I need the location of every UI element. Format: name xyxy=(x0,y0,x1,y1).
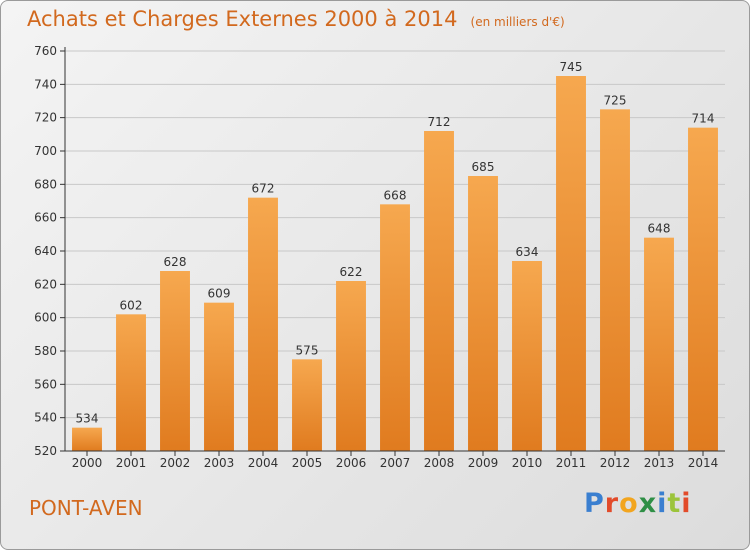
y-tick-label: 720 xyxy=(34,111,57,125)
bar-2000 xyxy=(72,427,102,451)
labels: 520 540 560 580 600 620 640 660 680 700 720 740 760 5… xyxy=(34,44,718,470)
bars xyxy=(72,76,718,452)
x-tick-label: 2014 xyxy=(688,456,719,470)
bar-2013 xyxy=(644,237,674,451)
x-tick-label: 2012 xyxy=(600,456,631,470)
bar-value-label: 685 xyxy=(472,160,495,174)
y-tick-label: 740 xyxy=(34,77,57,91)
bar-value-label: 628 xyxy=(164,255,187,269)
logo-letter: t xyxy=(667,488,682,519)
bar-2008 xyxy=(424,131,454,451)
x-tick-label: 2003 xyxy=(204,456,235,470)
y-tick-label: 660 xyxy=(34,211,57,225)
y-tick-label: 620 xyxy=(34,277,57,291)
y-tick-label: 760 xyxy=(34,44,57,58)
bar-2009 xyxy=(468,176,498,451)
logo-letter: P xyxy=(584,488,605,519)
x-tick-label: 2004 xyxy=(248,456,279,470)
y-tick-label: 600 xyxy=(34,311,57,325)
x-tick-label: 2013 xyxy=(644,456,675,470)
y-tick-label: 680 xyxy=(34,177,57,191)
y-tick-label: 540 xyxy=(34,411,57,425)
logo-letter: i xyxy=(681,488,692,519)
x-tick-label: 2008 xyxy=(424,456,455,470)
logo-letter: o xyxy=(619,488,639,519)
chart-title-unit: (en milliers d'€) xyxy=(470,15,565,29)
x-tick-label: 2009 xyxy=(468,456,499,470)
bar-value-label: 714 xyxy=(692,112,715,126)
bar-value-label: 725 xyxy=(604,93,627,107)
bar-value-label: 575 xyxy=(296,343,319,357)
x-tick-label: 2000 xyxy=(72,456,103,470)
bar-value-label: 602 xyxy=(120,298,143,312)
bar-value-label: 672 xyxy=(252,182,275,196)
bar-value-label: 534 xyxy=(76,412,99,426)
axes xyxy=(60,47,725,456)
x-tick-label: 2005 xyxy=(292,456,323,470)
bar-2003 xyxy=(204,302,234,451)
logo-letter: x xyxy=(638,488,658,519)
bar-2002 xyxy=(160,271,190,451)
y-tick-label: 520 xyxy=(34,444,57,458)
bar-2007 xyxy=(380,204,410,451)
bar-2010 xyxy=(512,261,542,451)
y-tick-label: 560 xyxy=(34,377,57,391)
bar-2011 xyxy=(556,76,586,451)
bar-2004 xyxy=(248,197,278,451)
x-tick-label: 2001 xyxy=(116,456,147,470)
x-tick-label: 2011 xyxy=(556,456,587,470)
bar-2014 xyxy=(688,127,718,452)
chart-title: Achats et Charges Externes 2000 à 2014 (… xyxy=(27,7,565,31)
location-name: PONT-AVEN xyxy=(29,496,143,520)
x-tick-label: 2002 xyxy=(160,456,191,470)
bar-value-label: 668 xyxy=(384,188,407,202)
proxiti-logo: Proxiti xyxy=(584,488,692,519)
logo-letter: i xyxy=(657,488,668,519)
y-tick-label: 700 xyxy=(34,144,57,158)
bar-value-label: 648 xyxy=(648,222,671,236)
bar-2001 xyxy=(116,314,146,451)
logo-letter: r xyxy=(604,488,620,519)
x-tick-label: 2006 xyxy=(336,456,367,470)
y-tick-label: 580 xyxy=(34,344,57,358)
bar-value-label: 745 xyxy=(560,60,583,74)
x-tick-label: 2007 xyxy=(380,456,411,470)
bar-2012 xyxy=(600,109,630,451)
bar-value-label: 609 xyxy=(208,287,231,301)
x-tick-label: 2010 xyxy=(512,456,543,470)
bar-2005 xyxy=(292,359,322,451)
bar-value-label: 622 xyxy=(340,265,363,279)
bar-2006 xyxy=(336,281,366,451)
chart-title-main: Achats et Charges Externes 2000 à 2014 xyxy=(27,7,458,31)
bar-value-label: 712 xyxy=(428,115,451,129)
y-tick-label: 640 xyxy=(34,244,57,258)
bar-value-label: 634 xyxy=(516,245,539,259)
